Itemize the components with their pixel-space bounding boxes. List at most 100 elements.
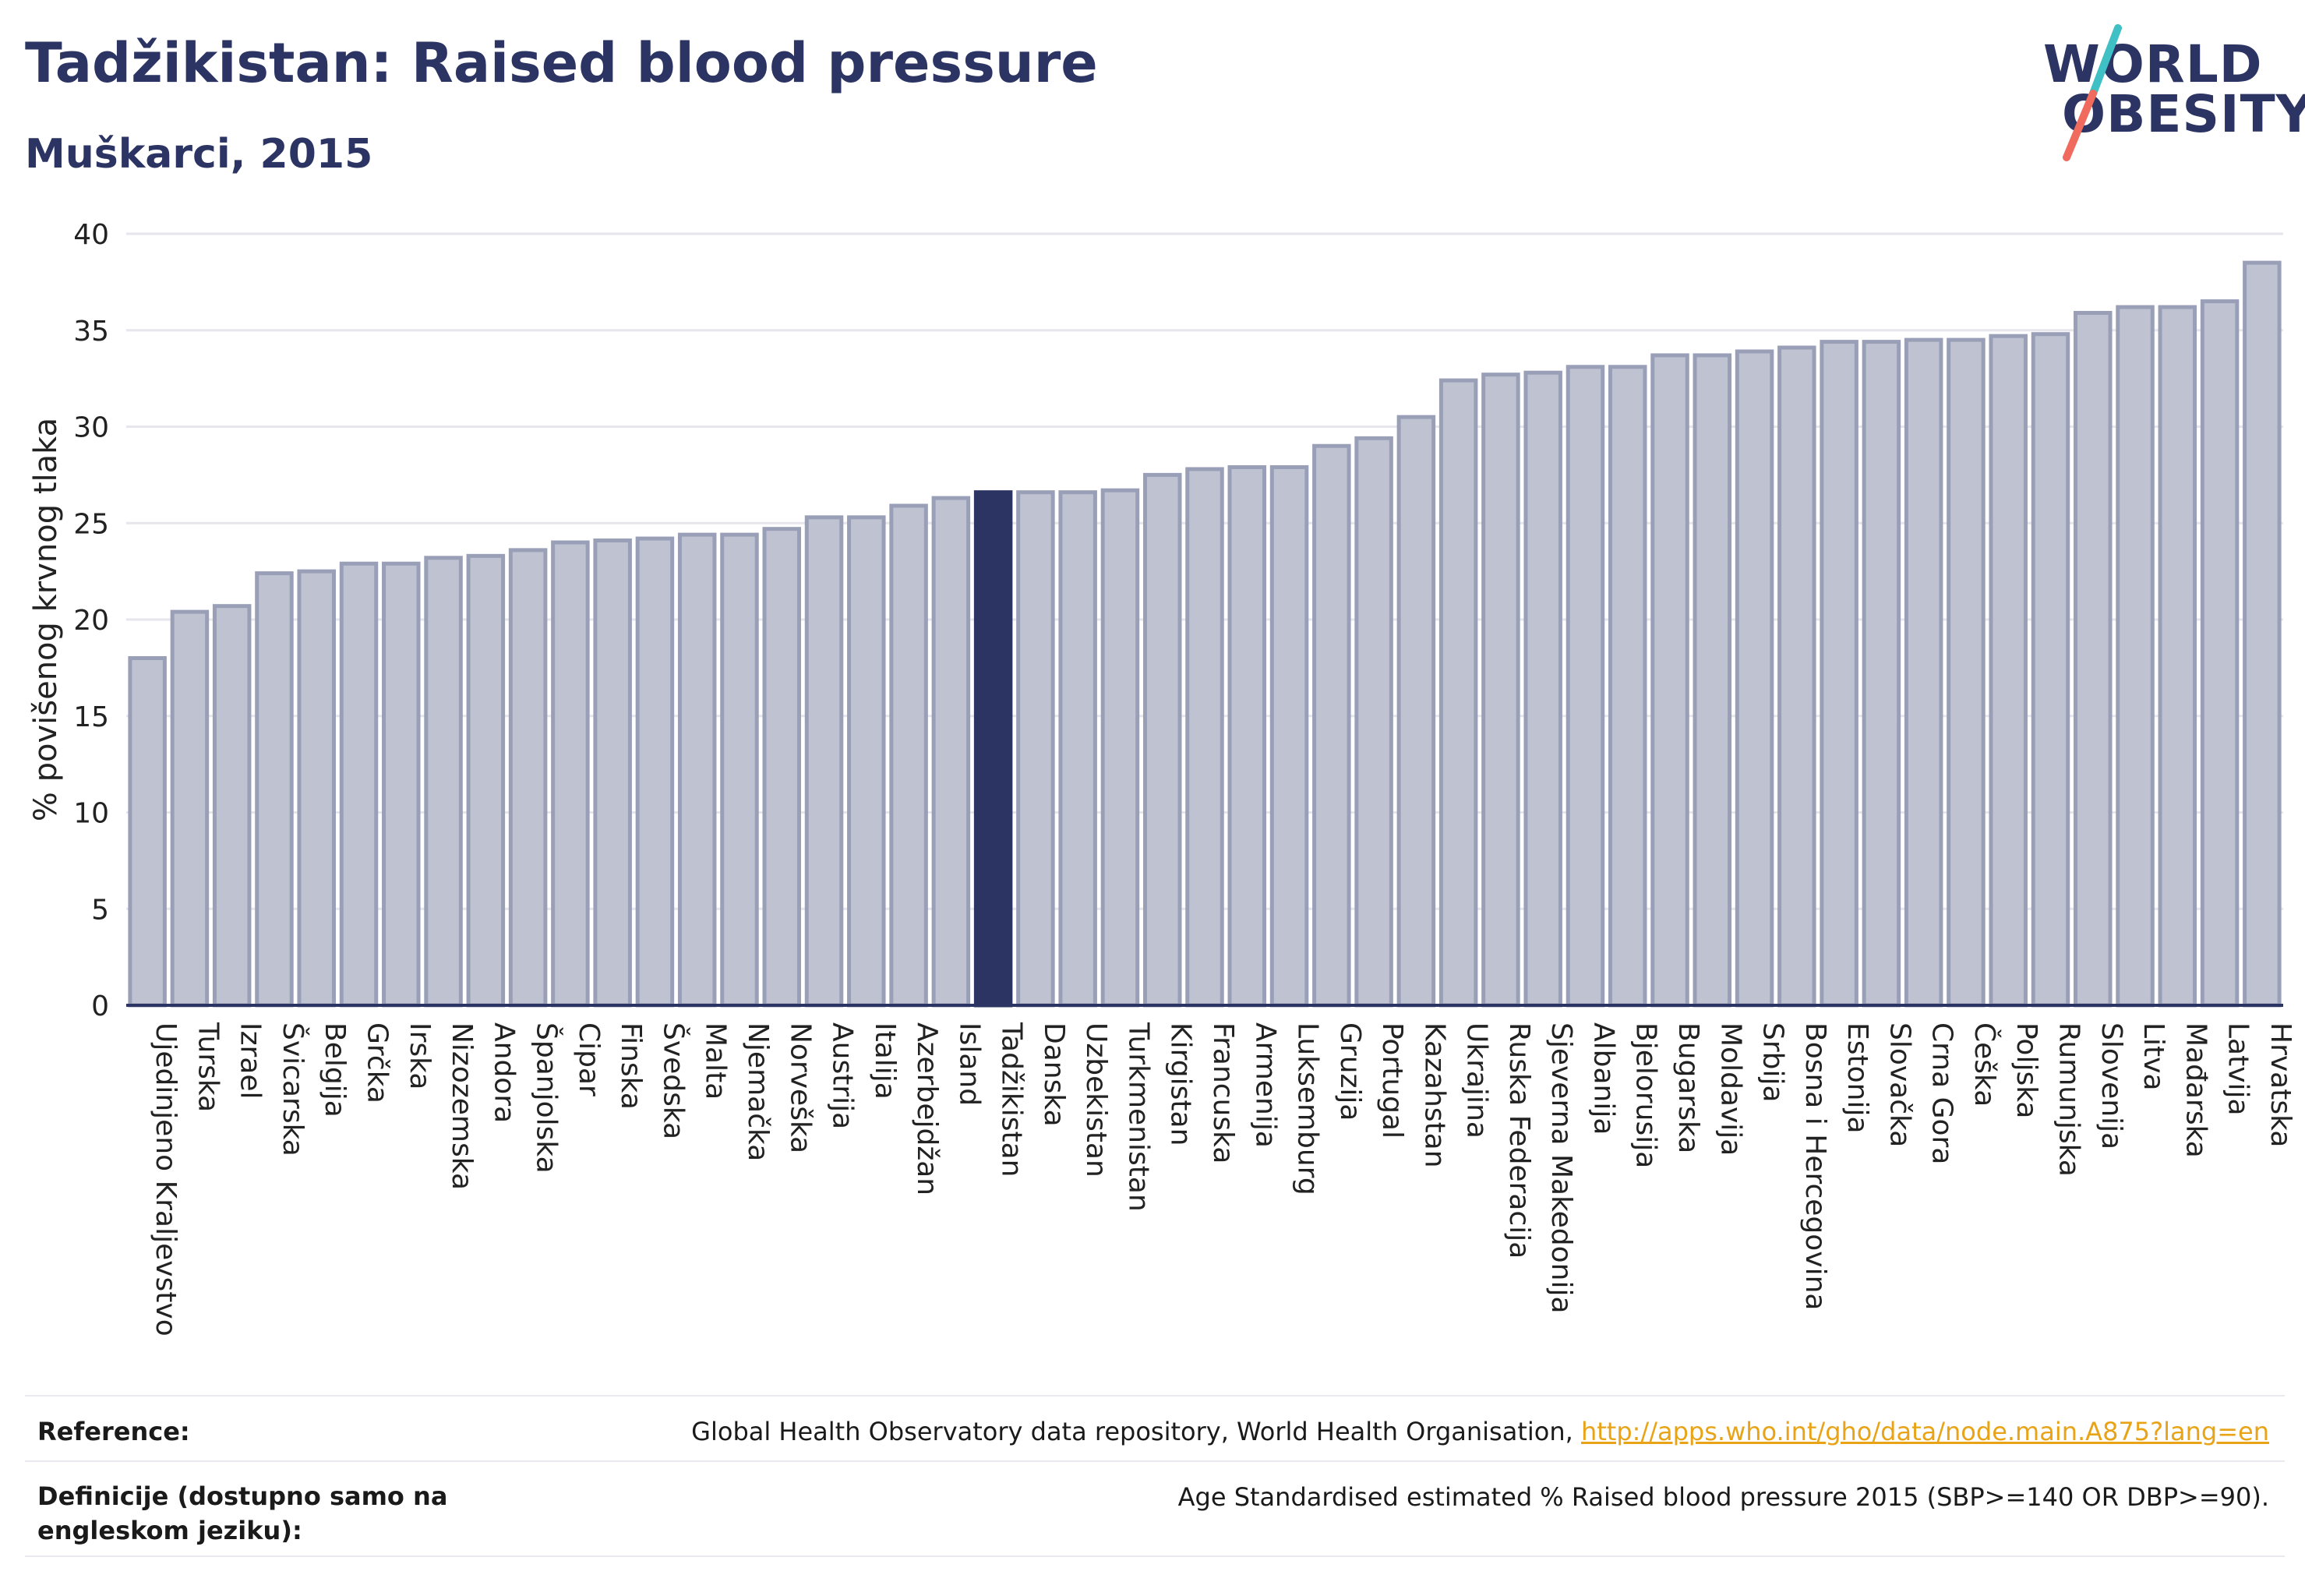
definition-label: Definicije (dostupno samo na engleskom j… [37, 1481, 448, 1545]
bar [1608, 365, 1647, 1008]
world-obesity-logo: WORLD OBESITY [2034, 23, 2305, 164]
x-tick-label: Bosna i Hercegovina [1799, 1022, 1831, 1310]
x-tick-label: Andora [488, 1022, 520, 1123]
x-tick-label: Estonija [1841, 1022, 1873, 1134]
bar-chart: 0 5 10 15 20 25 30 35 40 % povišenog krvnog tlaka… [28, 219, 2296, 1336]
bar [1862, 340, 1901, 1008]
y-axis-label: % povišenog krvnog tlaka [28, 418, 64, 821]
bar [1777, 345, 1816, 1008]
y-tick-label: 10 [73, 798, 109, 830]
x-tick-label: Poljska [2010, 1022, 2042, 1119]
bar [1438, 378, 1478, 1008]
x-tick-label: Njemačka [742, 1022, 774, 1161]
x-tick-label: Cipar [573, 1022, 605, 1096]
x-tick-label: Luksemburg [1292, 1022, 1324, 1195]
x-tick-label: Italija [869, 1022, 901, 1100]
bar [1947, 337, 1986, 1008]
x-tick-label: Grčka [362, 1022, 394, 1103]
x-tick-label: Norveška [784, 1022, 816, 1153]
x-tick-label: Tadžikistan [996, 1022, 1028, 1177]
chart-subtitle: Muškarci, 2015 [25, 131, 373, 178]
chart-title: Tadžikistan: Raised blood pressure [25, 31, 1098, 95]
x-tick-label: Portugal [1376, 1022, 1408, 1139]
bar [1735, 349, 1774, 1008]
bar [720, 532, 759, 1008]
bar [382, 561, 421, 1008]
x-tick-label: Švedska [657, 1022, 690, 1139]
bar [635, 536, 675, 1008]
footer-divider [25, 1460, 2285, 1462]
bar [1058, 490, 1097, 1008]
bar [212, 604, 252, 1008]
bar [339, 561, 379, 1008]
x-tick-label: Mađarska [2180, 1022, 2211, 1158]
bar [1820, 340, 1858, 1008]
bar [1989, 334, 2028, 1008]
x-tick-label: Srbija [1757, 1022, 1789, 1103]
x-tick-label: Ujedinjeno Kraljevstvo [150, 1022, 182, 1336]
x-tick-label: Armenija [1249, 1022, 1281, 1148]
bar [1269, 464, 1309, 1008]
x-tick-label: Francuska [1207, 1022, 1239, 1163]
bar [170, 609, 210, 1008]
footer-divider [25, 1555, 2285, 1557]
bar [847, 515, 886, 1008]
bar [2031, 332, 2070, 1008]
x-tick-label: Island [953, 1022, 985, 1106]
logo-text-world: WORLD [2043, 34, 2263, 94]
y-tick-label: 30 [73, 412, 109, 444]
reference-link[interactable]: http://apps.who.int/gho/data/node.main.A… [1580, 1417, 2269, 1446]
x-tick-label: Irska [404, 1022, 436, 1089]
x-tick-label: Uzbekistan [1080, 1022, 1112, 1178]
x-tick-label: Malta [700, 1022, 732, 1100]
bar [508, 548, 548, 1008]
bar [466, 553, 506, 1008]
bar [424, 556, 463, 1008]
x-tick-label: Turkmenistan [1122, 1022, 1154, 1212]
x-tick-label: Gruzija [1334, 1022, 1366, 1121]
x-tick-label: Španjolska [531, 1022, 563, 1174]
x-tick-label: Bjelorusija [1630, 1022, 1662, 1168]
bar [889, 503, 928, 1008]
x-tick-label: Litva [2137, 1022, 2169, 1091]
bar [1100, 488, 1140, 1008]
x-tick-label: Belgija [319, 1022, 351, 1118]
bar [593, 538, 632, 1008]
x-tick-label: Sjeverna Makedonija [1545, 1022, 1577, 1314]
x-tick-label: Nizozemska [446, 1022, 478, 1190]
reference-text: Global Health Observatory data repositor… [691, 1417, 2269, 1446]
logo-slash-icon [2063, 24, 2122, 161]
x-tick-label: Albanija [1587, 1022, 1619, 1135]
y-tick-label: 40 [73, 219, 109, 251]
x-tick-label: Finska [615, 1022, 647, 1110]
y-tick-label: 0 [91, 990, 109, 1022]
bar [1523, 370, 1562, 1008]
bar [2200, 299, 2240, 1008]
y-tick-label: 35 [73, 316, 109, 348]
bar [762, 527, 802, 1008]
bar [2158, 305, 2197, 1008]
x-tick-label: Latvija [2222, 1022, 2254, 1116]
bar [1312, 443, 1351, 1008]
bar [1693, 353, 1732, 1008]
reference-label: Reference: [37, 1417, 190, 1446]
x-tick-label: Švicarska [277, 1022, 309, 1156]
x-tick-label: Kirgistan [1165, 1022, 1197, 1146]
bar [2074, 310, 2113, 1008]
x-tick-label: Slovenija [2095, 1022, 2127, 1149]
x-tick-label: Azerbejdžan [911, 1022, 943, 1195]
x-tick-label: Češka [1968, 1022, 2001, 1107]
bar [551, 540, 590, 1008]
bar [804, 515, 844, 1008]
y-tick-label: 5 [91, 894, 109, 926]
bar [931, 496, 971, 1008]
x-tick-label: Ukrajina [1461, 1022, 1493, 1139]
bar [128, 656, 167, 1008]
bar [1354, 436, 1393, 1008]
bar [973, 490, 1013, 1008]
bar [677, 532, 717, 1008]
bar [1481, 373, 1520, 1008]
reference-source: Global Health Observatory data repositor… [691, 1417, 1573, 1446]
bar [297, 569, 336, 1008]
x-tick-label: Izrael [235, 1022, 267, 1100]
